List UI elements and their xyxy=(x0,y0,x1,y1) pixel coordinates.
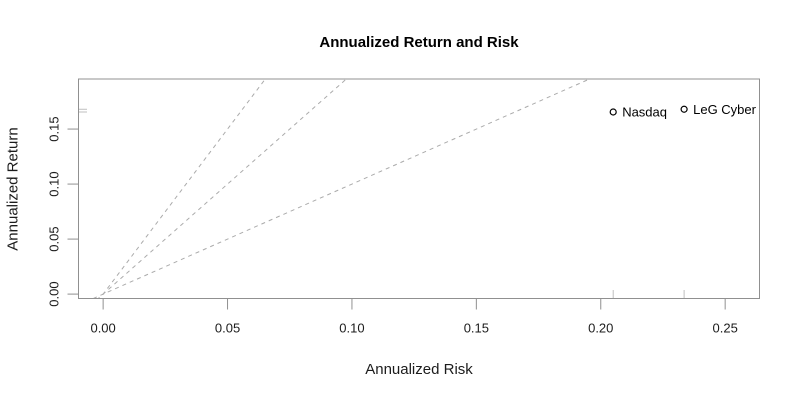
point-label: LeG Cyber xyxy=(693,102,757,117)
y-tick-label: 0.00 xyxy=(47,281,62,306)
data-point-marker xyxy=(609,108,617,116)
y-tick-label: 0.10 xyxy=(47,171,62,196)
chart-title: Annualized Return and Risk xyxy=(319,34,519,51)
data-point-marker xyxy=(680,105,688,113)
x-tick-label: 0.15 xyxy=(464,321,489,336)
plot-border xyxy=(78,78,760,299)
y-tick-label: 0.15 xyxy=(47,116,62,141)
y-axis-label: Annualized Return xyxy=(4,127,22,251)
y-tick-label: 0.05 xyxy=(47,226,62,251)
x-axis-label: Annualized Risk xyxy=(365,361,473,378)
x-tick-label: 0.05 xyxy=(215,321,240,336)
point-label: Nasdaq xyxy=(622,105,667,120)
x-tick-label: 0.00 xyxy=(90,321,115,336)
x-tick-label: 0.25 xyxy=(713,321,738,336)
x-tick-label: 0.20 xyxy=(588,321,613,336)
x-tick-label: 0.10 xyxy=(339,321,364,336)
